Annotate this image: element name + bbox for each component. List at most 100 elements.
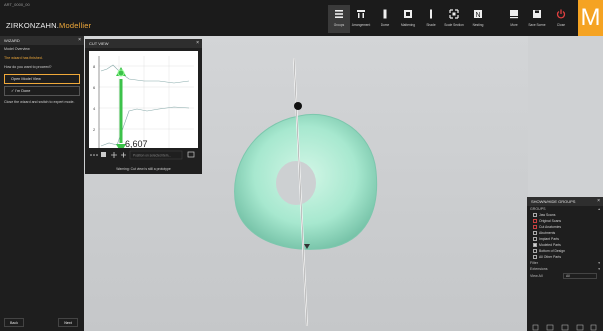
toolbar-groups-label: Groups	[333, 23, 345, 27]
toolbar-more-button[interactable]: More	[503, 5, 525, 33]
power-icon	[556, 9, 566, 19]
check-icon: ✓	[11, 89, 16, 93]
toolbar-scale-section-button[interactable]: Scale Section	[443, 5, 465, 33]
wizard-status: The wizard has finished.	[4, 56, 43, 60]
group-label: Cut Anatomies	[539, 225, 562, 229]
screen-icon	[576, 324, 584, 331]
modellier-logo: M	[578, 0, 603, 36]
toolbar-mattening-button[interactable]: Mattening	[397, 5, 419, 33]
checkbox[interactable]	[533, 213, 537, 217]
toolbar-mattening-label: Mattening	[401, 23, 415, 27]
open-model-view-label: Open Model View	[11, 77, 41, 81]
group-item-original-scans[interactable]: Original Scans	[527, 218, 603, 224]
y-tick-label: 4	[93, 106, 96, 111]
toolbar-save-scene-button[interactable]: Save Scene	[526, 5, 548, 33]
toolbar-groups-button[interactable]: Groups	[328, 5, 350, 33]
document-id: ART_0000_00	[4, 2, 30, 7]
arrangement-icon	[357, 10, 365, 18]
cut-view-close-icon[interactable]: ×	[196, 40, 199, 46]
wizard-header: WIZARD ×	[0, 36, 84, 45]
group-item-abutments[interactable]: Abutments	[527, 230, 603, 236]
app-title: ZIRKONZAHN.Modellier	[6, 21, 91, 30]
group-item-jaw-scans[interactable]: Jaw Scans	[527, 212, 603, 218]
arrows-icon	[111, 152, 117, 158]
groups-section-label: GROUPS	[530, 207, 546, 211]
nesting-icon: N	[474, 10, 482, 19]
groups-section[interactable]: GROUPS ▴	[527, 206, 603, 212]
cut-profile-outer	[100, 64, 190, 84]
im-done-label: I'm Done	[15, 89, 31, 93]
toolbar-close-label: Close	[556, 23, 566, 27]
y-tick-label: 2	[93, 127, 96, 132]
filter-section[interactable]: Filter ▾	[527, 260, 603, 266]
checkbox[interactable]	[533, 243, 537, 247]
checkbox[interactable]	[533, 225, 537, 229]
bottom-icons-svg	[532, 324, 597, 331]
more-icon	[510, 10, 518, 19]
group-label: Jaw Scans	[539, 213, 556, 217]
toolbar-dome-label: Dome	[380, 23, 390, 27]
group-item-cut-anatomies[interactable]: Cut Anatomies	[527, 224, 603, 230]
cut-view-toolbar: Position on selected item...	[85, 148, 202, 162]
toolbar-shade-button[interactable]: Shade	[420, 5, 442, 33]
y-tick-label: 6	[93, 85, 96, 90]
checkbox[interactable]	[533, 219, 537, 223]
extensions-section[interactable]: Extensions ▾	[527, 266, 603, 272]
cut-view-plot[interactable]: 6,607 8 6 4 2 0 0 1 2 3 4 5 6 7 8 9	[89, 51, 198, 162]
y-tick-label: 8	[93, 64, 96, 69]
show-hide-groups-panel: SHOWN/HIDE GROUPS × GROUPS ▴ Jaw Scans O…	[527, 197, 603, 331]
cut-position-input	[129, 150, 183, 160]
group-label: Abutments	[539, 231, 556, 235]
cut-position-placeholder: Position on selected item...	[133, 154, 171, 158]
toolbar-nesting-button[interactable]: N Nesting	[467, 5, 489, 33]
cut-plane-handle	[294, 102, 302, 110]
toolbar-dome-button[interactable]: Dome	[374, 5, 396, 33]
view-all-select[interactable]: All	[563, 273, 597, 279]
top-toolbar: ART_0000_00 ZIRKONZAHN.Modellier Groups …	[0, 0, 603, 36]
im-done-button[interactable]: ✓ I'm Done	[4, 86, 80, 96]
group-item-all-other-parts[interactable]: All Other Parts	[527, 254, 603, 260]
view-all-label: View All	[530, 274, 543, 278]
svg-text:N: N	[475, 12, 480, 19]
wizard-panel: WIZARD × Model Overview The wizard has f…	[0, 36, 84, 331]
cut-view-header: CUT VIEW ×	[85, 39, 202, 48]
checkbox[interactable]	[533, 231, 537, 235]
wizard-back-button[interactable]: Back	[4, 318, 24, 327]
chevron-down-icon: ▾	[598, 267, 600, 271]
window-icon	[546, 324, 554, 331]
toolbar-scale-section-label: Scale Section	[444, 23, 464, 27]
extensions-label: Extensions	[530, 267, 548, 271]
groups-icon	[335, 10, 343, 18]
cut-profile-svg: 6,607 8 6 4 2 0 0 1 2 3 4 5 6 7 8 9	[93, 56, 194, 161]
group-item-modeled-parts[interactable]: Modeled Parts	[527, 242, 603, 248]
camera-icon	[101, 152, 106, 157]
view-all-value: All	[566, 274, 570, 278]
filter-label: Filter	[530, 261, 538, 265]
toolbar-arrangement-label: Arrangement	[351, 23, 371, 27]
chevron-up-icon: ▴	[598, 207, 600, 211]
shade-icon	[430, 9, 432, 19]
group-label: Original Scans	[539, 219, 562, 223]
wizard-close-icon[interactable]: ×	[78, 37, 81, 43]
group-item-implant-parts[interactable]: Implant Parts	[527, 236, 603, 242]
cut-profile-inner	[100, 106, 190, 147]
toolbar-save-scene-label: Save Scene	[528, 23, 546, 27]
scale-section-icon	[449, 9, 459, 19]
model-scene	[234, 57, 378, 327]
wizard-back-label: Back	[10, 321, 18, 325]
open-model-view-button[interactable]: Open Model View	[4, 74, 80, 84]
wizard-next-button[interactable]: Next	[58, 318, 78, 327]
groups-header: SHOWN/HIDE GROUPS ×	[527, 197, 603, 206]
checkbox[interactable]	[533, 249, 537, 253]
toolbar-close-button[interactable]: Close	[550, 5, 572, 33]
save-icon	[533, 10, 541, 18]
measurement-value: 6,607	[125, 139, 148, 149]
group-item-bottom-of-design[interactable]: Bottom of Design	[527, 248, 603, 254]
panel-icon	[561, 324, 569, 331]
checkbox[interactable]	[533, 255, 537, 259]
checkbox[interactable]	[533, 237, 537, 241]
groups-close-icon[interactable]: ×	[597, 198, 600, 204]
cut-plane-arrow	[304, 244, 310, 249]
toolbar-nesting-label: Nesting	[472, 23, 484, 27]
toolbar-arrangement-button[interactable]: Arrangement	[350, 5, 372, 33]
